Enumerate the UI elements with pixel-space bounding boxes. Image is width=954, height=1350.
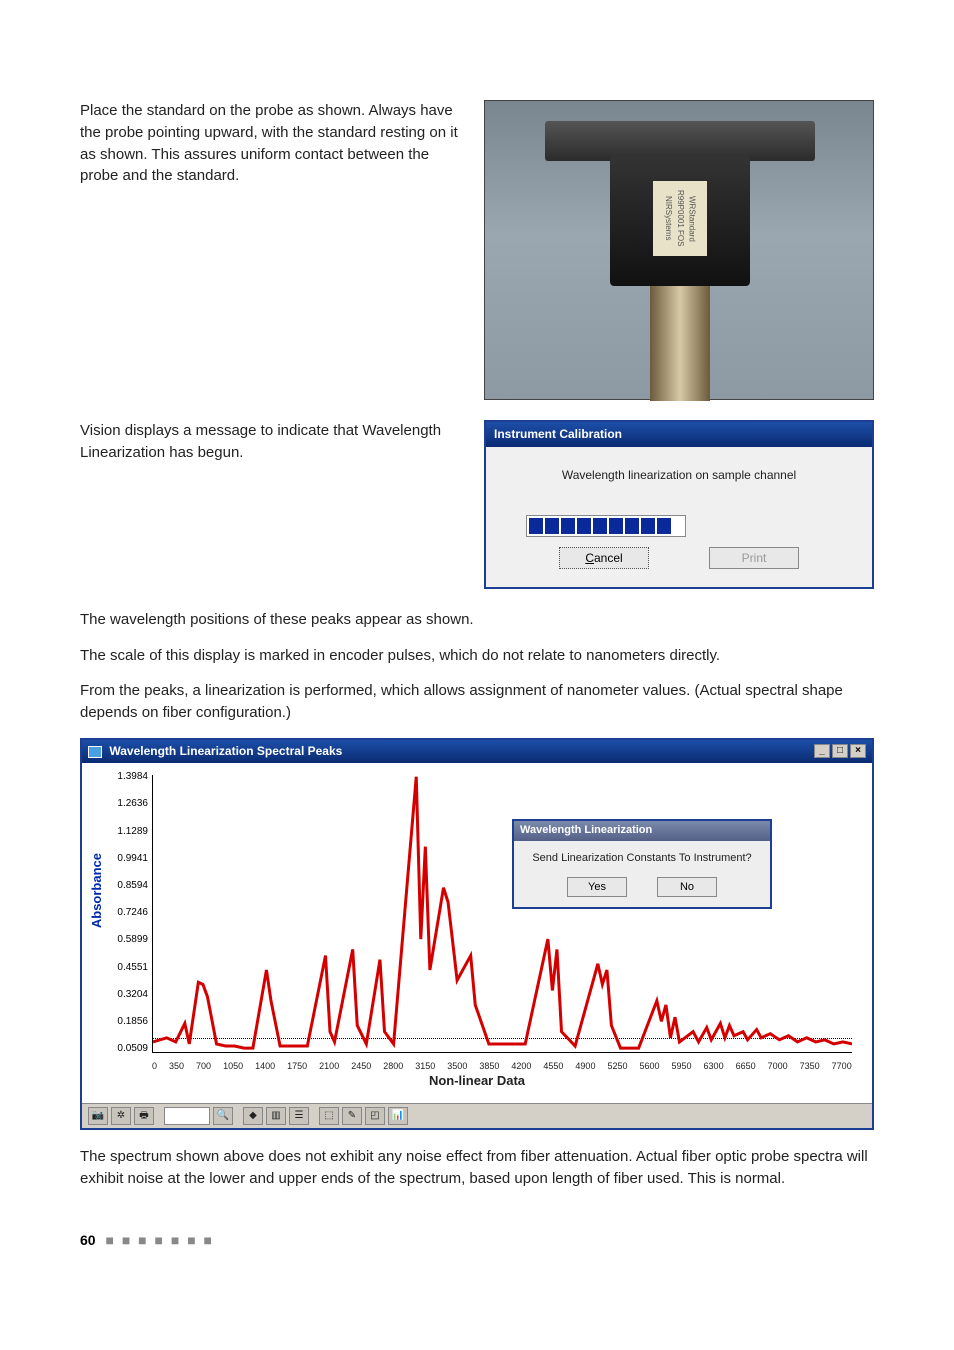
window-title: Wavelength Linearization Spectral Peaks xyxy=(88,743,342,760)
print-icon[interactable]: 🖶 xyxy=(134,1107,154,1125)
paragraph: Place the standard on the probe as shown… xyxy=(80,100,464,187)
tool-icon[interactable]: ◰ xyxy=(365,1107,385,1125)
tool-icon[interactable]: ☰ xyxy=(289,1107,309,1125)
probe-photo: WRStandard R99P0001 FOS NIRSystems xyxy=(484,100,874,400)
maximize-icon[interactable]: □ xyxy=(832,744,848,758)
tool-icon[interactable]: ✲ xyxy=(111,1107,131,1125)
dialog-message: Wavelength linearization on sample chann… xyxy=(496,467,862,484)
minimize-icon[interactable]: _ xyxy=(814,744,830,758)
tool-icon[interactable]: ◆ xyxy=(243,1107,263,1125)
x-axis-label: Non-linear Data xyxy=(82,1072,872,1091)
progress-bar xyxy=(526,515,686,537)
page-number: 60 xyxy=(80,1232,96,1248)
cancel-button[interactable]: Cancel xyxy=(559,547,649,569)
linearization-prompt: Wavelength Linearization Send Linearizat… xyxy=(512,819,772,909)
paragraph: The wavelength positions of these peaks … xyxy=(80,609,874,631)
page-footer: 60 ■ ■ ■ ■ ■ ■ ■ xyxy=(80,1230,874,1250)
close-icon[interactable]: × xyxy=(850,744,866,758)
plot-toolbar: 📷 ✲ 🖶 🔍 ◆ ▥ ☰ ⬚ ✎ ◰ 📊 xyxy=(82,1103,872,1128)
probe-label: WRStandard R99P0001 FOS NIRSystems xyxy=(653,181,707,256)
tool-icon[interactable]: ▥ xyxy=(266,1107,286,1125)
paragraph: From the peaks, a linearization is perfo… xyxy=(80,680,874,724)
tool-icon[interactable]: ✎ xyxy=(342,1107,362,1125)
prompt-message: Send Linearization Constants To Instrume… xyxy=(524,851,760,867)
print-button: Print xyxy=(709,547,799,569)
dialog-title: Instrument Calibration xyxy=(486,422,872,447)
camera-icon[interactable]: 📷 xyxy=(88,1107,108,1125)
tool-icon[interactable]: ⬚ xyxy=(319,1107,339,1125)
spectral-peaks-window: Wavelength Linearization Spectral Peaks … xyxy=(80,738,874,1130)
zoom-icon[interactable]: 🔍 xyxy=(213,1107,233,1125)
no-button[interactable]: No xyxy=(657,877,717,897)
paragraph: The scale of this display is marked in e… xyxy=(80,645,874,667)
footer-dots: ■ ■ ■ ■ ■ ■ ■ xyxy=(99,1232,214,1248)
spectrum-line xyxy=(153,775,852,1052)
x-axis-ticks: 0350700105014001750210024502800315035003… xyxy=(152,1060,852,1073)
paragraph: The spectrum shown above does not exhibi… xyxy=(80,1146,874,1190)
paragraph: Vision displays a message to indicate th… xyxy=(80,420,464,464)
calibration-dialog: Instrument Calibration Wavelength linear… xyxy=(484,420,874,589)
prompt-title: Wavelength Linearization xyxy=(514,821,770,841)
color-combo[interactable] xyxy=(164,1107,210,1125)
yes-button[interactable]: Yes xyxy=(567,877,627,897)
spectral-plot: Absorbance 1.39841.26361.12890.99410.859… xyxy=(82,763,872,1103)
tool-icon[interactable]: 📊 xyxy=(388,1107,408,1125)
